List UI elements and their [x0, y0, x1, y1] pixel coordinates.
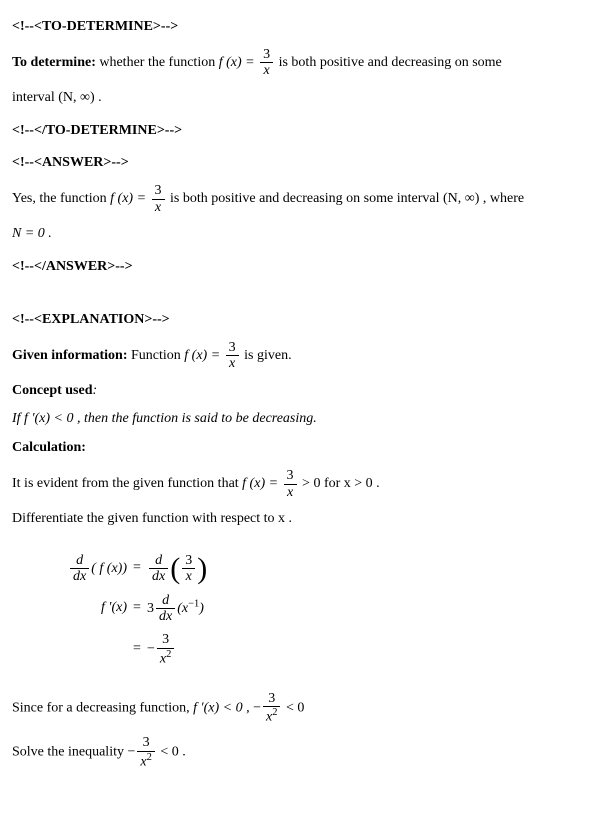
solve-frac: 3 x2: [137, 735, 154, 769]
inner-num: 3: [182, 553, 195, 569]
pre3: 3: [147, 601, 154, 616]
deriv-r2-right: 3 d dx (x−1): [145, 593, 204, 625]
since-post: < 0: [282, 700, 304, 715]
derivation-block: d dx ( f (x)) = d dx ( 3 x ) f ′(x) = 3 …: [12, 545, 207, 675]
since-neg: −: [253, 700, 261, 715]
marker-answer-open: <!--<ANSWER>-->: [12, 154, 590, 173]
answer-fx: f (x) =: [110, 191, 149, 206]
to-determine-interval: interval (N, ∞) .: [12, 89, 590, 108]
deriv-row-3: = − 3 x2: [12, 632, 207, 666]
inner-den: x: [182, 569, 195, 584]
solve-post: < 0 .: [157, 745, 186, 760]
to-determine-pre: whether the function: [96, 55, 219, 70]
concept-label: Concept used: [12, 383, 93, 398]
answer-pre: Yes, the function: [12, 191, 110, 206]
eq-sym: =: [129, 559, 145, 578]
given-fx: f (x) =: [184, 348, 223, 363]
frac-den: x: [226, 356, 239, 371]
solve-pre: Solve the inequality: [12, 745, 127, 760]
deriv-row-2: f ′(x) = 3 d dx (x−1): [12, 593, 207, 625]
deriv-r2-left: f ′(x): [12, 599, 129, 618]
marker-to-determine-open: <!--<TO-DETERMINE>-->: [12, 18, 590, 37]
given-frac: 3 x: [226, 340, 239, 372]
answer-line-1: Yes, the function f (x) = 3 x is both po…: [12, 183, 590, 215]
since-frac: 3 x2: [263, 691, 280, 725]
answer-line-2: N = 0 .: [12, 225, 590, 244]
d-den: dx: [149, 569, 168, 584]
frac-num: 3: [260, 47, 273, 63]
evident-pre: It is evident from the given function th…: [12, 476, 242, 491]
to-determine-label: To determine:: [12, 55, 96, 70]
neg: −: [147, 642, 155, 657]
deriv-r3-right: − 3 x2: [145, 632, 176, 666]
calculation-heading: Calculation:: [12, 439, 590, 458]
since-text: Since for a decreasing function,: [12, 700, 193, 715]
xinv-close: ): [199, 601, 204, 616]
differentiate-text: Differentiate the given function with re…: [12, 510, 590, 529]
since-line: Since for a decreasing function, f ′(x) …: [12, 691, 590, 725]
evident-post: > 0 for x > 0 .: [299, 476, 380, 491]
num3: 3: [157, 632, 174, 648]
to-determine-frac: 3 x: [260, 47, 273, 79]
solve-den: x2: [137, 752, 154, 770]
given-pre: Function: [128, 348, 185, 363]
solve-line: Solve the inequality − 3 x2 < 0 .: [12, 735, 590, 769]
frac-num: 3: [284, 468, 297, 484]
frac-den: x: [152, 200, 165, 215]
frac-num: 3: [152, 183, 165, 199]
frac-num: 3: [226, 340, 239, 356]
concept-colon: :: [93, 383, 98, 398]
given-label: Given information:: [12, 348, 128, 363]
since-num: 3: [263, 691, 280, 707]
answer-post: is both positive and decreasing on some …: [167, 191, 525, 206]
since-cond: f ′(x) < 0 ,: [193, 700, 253, 715]
marker-answer-close: <!--</ANSWER>-->: [12, 258, 590, 277]
d-num: d: [70, 553, 89, 569]
given-post: is given.: [241, 348, 292, 363]
to-determine-fx: f (x) =: [219, 55, 258, 70]
given-info: Given information: Function f (x) = 3 x …: [12, 340, 590, 372]
deriv-r1-right: d dx ( 3 x ): [145, 553, 207, 585]
marker-explanation-open: <!--<EXPLANATION>-->: [12, 311, 590, 330]
evident-line: It is evident from the given function th…: [12, 468, 590, 500]
concept-text: If f ′(x) < 0 , then the function is sai…: [12, 410, 590, 429]
d-post: ( f (x)): [91, 561, 127, 576]
d-den: dx: [70, 569, 89, 584]
d-den: dx: [156, 609, 175, 624]
to-determine-post: is both positive and decreasing on some: [275, 55, 502, 70]
eq-sym: =: [129, 599, 145, 618]
since-den: x2: [263, 707, 280, 725]
d-num: d: [149, 553, 168, 569]
marker-to-determine-close: <!--</TO-DETERMINE>-->: [12, 122, 590, 141]
solve-num: 3: [137, 735, 154, 751]
frac-den: x: [260, 63, 273, 78]
eq-sym: =: [129, 640, 145, 659]
xinv-open: (x: [177, 601, 188, 616]
deriv-r1-left: d dx ( f (x)): [12, 553, 129, 585]
solve-neg: −: [127, 745, 135, 760]
to-determine-line-1: To determine: whether the function f (x)…: [12, 47, 590, 79]
frac-den: x: [284, 485, 297, 500]
deriv-row-1: d dx ( f (x)) = d dx ( 3 x ): [12, 553, 207, 585]
evident-fx: f (x) =: [242, 476, 281, 491]
concept-used-heading: Concept used:: [12, 382, 590, 401]
spacer: [12, 291, 590, 301]
concept-body: If f ′(x) < 0 , then the function is sai…: [12, 411, 317, 426]
den-x2: x2: [157, 649, 174, 667]
xinv-exp: −1: [188, 598, 199, 609]
d-num: d: [156, 593, 175, 609]
answer-frac: 3 x: [152, 183, 165, 215]
evident-frac: 3 x: [284, 468, 297, 500]
